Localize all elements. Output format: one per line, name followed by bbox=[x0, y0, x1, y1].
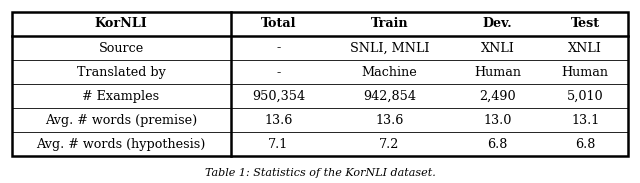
Text: Source: Source bbox=[99, 42, 143, 55]
Text: 13.6: 13.6 bbox=[375, 114, 404, 127]
Text: 6.8: 6.8 bbox=[487, 138, 508, 151]
Text: 5,010: 5,010 bbox=[567, 90, 604, 103]
Text: 942,854: 942,854 bbox=[363, 90, 416, 103]
Text: XNLI: XNLI bbox=[568, 42, 602, 55]
Text: -: - bbox=[276, 42, 280, 55]
Text: 7.1: 7.1 bbox=[268, 138, 289, 151]
Text: Human: Human bbox=[562, 66, 609, 79]
Text: Human: Human bbox=[474, 66, 521, 79]
Text: 950,354: 950,354 bbox=[252, 90, 305, 103]
Text: Dev.: Dev. bbox=[483, 17, 512, 30]
Text: Machine: Machine bbox=[362, 66, 417, 79]
Text: Table 1: Statistics of the KorNLI dataset.: Table 1: Statistics of the KorNLI datase… bbox=[205, 168, 435, 178]
Text: KorNLI: KorNLI bbox=[95, 17, 147, 30]
Text: SNLI, MNLI: SNLI, MNLI bbox=[349, 42, 429, 55]
Text: 13.1: 13.1 bbox=[571, 114, 600, 127]
Text: Total: Total bbox=[260, 17, 296, 30]
Text: Avg. # words (premise): Avg. # words (premise) bbox=[45, 114, 197, 127]
Text: 6.8: 6.8 bbox=[575, 138, 595, 151]
Text: Test: Test bbox=[571, 17, 600, 30]
Text: # Examples: # Examples bbox=[83, 90, 159, 103]
Text: -: - bbox=[276, 66, 280, 79]
Text: XNLI: XNLI bbox=[481, 42, 515, 55]
Text: 2,490: 2,490 bbox=[479, 90, 516, 103]
Text: 13.6: 13.6 bbox=[264, 114, 292, 127]
Text: Train: Train bbox=[371, 17, 408, 30]
Text: Avg. # words (hypothesis): Avg. # words (hypothesis) bbox=[36, 138, 205, 151]
Text: 7.2: 7.2 bbox=[380, 138, 399, 151]
Text: Translated by: Translated by bbox=[77, 66, 166, 79]
Text: 13.0: 13.0 bbox=[483, 114, 511, 127]
